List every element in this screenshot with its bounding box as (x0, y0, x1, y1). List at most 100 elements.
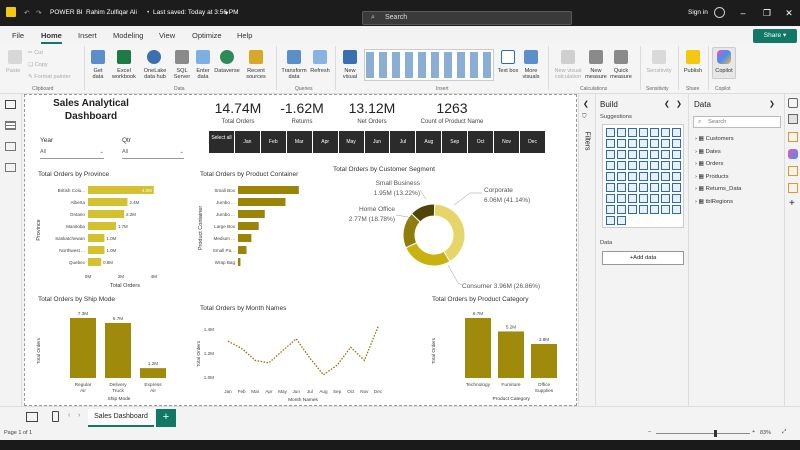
zoom-handle[interactable] (714, 430, 717, 437)
paste-icon[interactable] (8, 50, 22, 64)
report-view-icon[interactable] (5, 100, 16, 109)
menu-view[interactable]: View (159, 31, 176, 40)
undo-icon[interactable]: ↶ (24, 10, 30, 17)
excel-button[interactable]: Excel workbook (112, 68, 136, 80)
visual-type-icon[interactable] (628, 150, 637, 159)
visual-type-icon[interactable] (617, 205, 626, 214)
zoom-slider[interactable] (656, 433, 750, 434)
visual-type-icon[interactable] (628, 205, 637, 214)
new-measure-button[interactable]: New measure (585, 68, 607, 80)
maximize-icon[interactable]: ❐ (762, 8, 772, 18)
dataverse-button[interactable]: Dataverse (214, 68, 240, 74)
visual-type-icon[interactable] (606, 139, 615, 148)
sensitivity-button[interactable]: Sensitivity (646, 68, 672, 74)
collapse-icon[interactable]: ❮ (583, 101, 589, 108)
visual-type-icon[interactable] (617, 150, 626, 159)
prev-page-icon[interactable]: ‹ (68, 412, 71, 419)
visual-type-icon[interactable] (650, 194, 659, 203)
menu-file[interactable]: File (12, 31, 25, 40)
table-item[interactable]: › ▦ Returns_Data (695, 186, 741, 192)
visual-type-icon[interactable] (672, 205, 681, 214)
qtr-slicer-dropdown[interactable]: All ⌄ (122, 149, 184, 159)
visual-type-icon[interactable] (617, 183, 626, 192)
data-search-input[interactable]: ⌕ Search (693, 116, 781, 128)
visual-type-icon[interactable] (617, 194, 626, 203)
visual-type-icon[interactable] (617, 139, 626, 148)
format-icon[interactable] (788, 132, 798, 142)
visual-type-icon[interactable] (606, 183, 615, 192)
text-box-button[interactable]: Text box (497, 68, 519, 74)
year-slicer-dropdown[interactable]: All ⌄ (40, 149, 104, 159)
visual-type-icon[interactable] (650, 128, 659, 137)
visual-type-icon[interactable] (650, 172, 659, 181)
add-pane-icon[interactable]: + (789, 198, 795, 209)
visual-type-icon[interactable] (661, 150, 670, 159)
menu-home[interactable]: Home (41, 31, 62, 44)
month-slicer-dec[interactable]: Dec (520, 131, 545, 153)
zoom-in-icon[interactable]: + (752, 429, 756, 435)
visual-type-icon[interactable] (672, 150, 681, 159)
tab-sales-dashboard[interactable]: Sales Dashboard (88, 409, 154, 427)
visual-type-icon[interactable] (650, 161, 659, 170)
visual-type-icon[interactable] (639, 205, 648, 214)
close-icon[interactable]: ✕ (785, 8, 793, 18)
visual-type-icon[interactable] (617, 172, 626, 181)
month-slicer-mar[interactable]: Mar (286, 131, 312, 153)
bookmarks-icon[interactable] (788, 166, 798, 176)
visual-type-icon[interactable] (650, 150, 659, 159)
visual-type-icon[interactable] (661, 139, 670, 148)
chevron-down-icon[interactable]: ▾ (225, 10, 229, 17)
visual-type-icon[interactable] (661, 161, 670, 170)
visual-type-icon[interactable] (672, 139, 681, 148)
visual-type-icon[interactable] (617, 161, 626, 170)
visual-type-icon[interactable] (672, 128, 681, 137)
recent-sources-button[interactable]: Recent sources (246, 68, 266, 80)
visual-type-icon[interactable] (661, 194, 670, 203)
table-item[interactable]: › ▦ tblRegions (695, 199, 733, 205)
filters-pane-collapsed[interactable]: ❮ ⛉ Filters (578, 94, 594, 410)
copy-button[interactable]: ❏ Copy (28, 62, 48, 68)
table-item[interactable]: › ▦ Customers (695, 136, 734, 142)
pane-icon[interactable] (788, 98, 798, 108)
publish-button[interactable]: Publish (683, 68, 703, 74)
visual-type-icon[interactable] (672, 194, 681, 203)
visual-type-icon[interactable] (606, 216, 615, 225)
expand-icon[interactable]: ❯ (769, 101, 775, 108)
dax-query-view-icon[interactable] (5, 163, 16, 172)
month-slicer-feb[interactable]: Feb (260, 131, 286, 153)
table-item[interactable]: › ▦ Orders (695, 161, 723, 167)
refresh-button[interactable]: Refresh (310, 68, 330, 74)
table-item[interactable]: › ▦ Dates (695, 149, 721, 155)
month-slicer-apr[interactable]: Apr (312, 131, 338, 153)
visual-type-icon[interactable] (617, 128, 626, 137)
copilot-pane-icon[interactable] (788, 149, 798, 159)
visual-type-icon[interactable] (639, 128, 648, 137)
month-slicer-may[interactable]: May (338, 131, 364, 153)
account-icon[interactable] (714, 7, 725, 18)
more-visuals-button[interactable]: More visuals (522, 68, 540, 80)
visual-type-icon[interactable] (650, 205, 659, 214)
zoom-out-icon[interactable]: – (648, 429, 652, 435)
menu-help[interactable]: Help (237, 31, 253, 40)
paste-button[interactable]: Paste (6, 68, 21, 74)
visual-type-icon[interactable] (661, 128, 670, 137)
onelake-button[interactable]: OneLake data hub (143, 68, 167, 80)
visual-type-icon[interactable] (628, 161, 637, 170)
visual-type-icon[interactable] (606, 161, 615, 170)
quick-measure-button[interactable]: Quick measure (610, 68, 632, 80)
visual-type-icon[interactable] (661, 172, 670, 181)
format-painter-button[interactable]: ✎ Format painter (28, 74, 71, 80)
month-slicer-jul[interactable]: Jul (390, 131, 416, 153)
month-slicer-select-all[interactable]: Select all (209, 131, 234, 153)
visual-type-icon[interactable] (639, 194, 648, 203)
transform-data-button[interactable]: Transform data (281, 68, 307, 80)
sql-server-button[interactable]: SQL Server (173, 68, 191, 80)
visual-type-icon[interactable] (639, 183, 648, 192)
redo-icon[interactable]: ↷ (36, 10, 42, 17)
visual-type-icon[interactable] (672, 172, 681, 181)
visual-type-icon[interactable] (661, 183, 670, 192)
add-page-button[interactable]: + (156, 409, 176, 427)
share-button[interactable]: Share ▾ (753, 29, 797, 43)
get-data-button[interactable]: Get data (92, 68, 104, 80)
desktop-layout-icon[interactable] (26, 412, 38, 422)
